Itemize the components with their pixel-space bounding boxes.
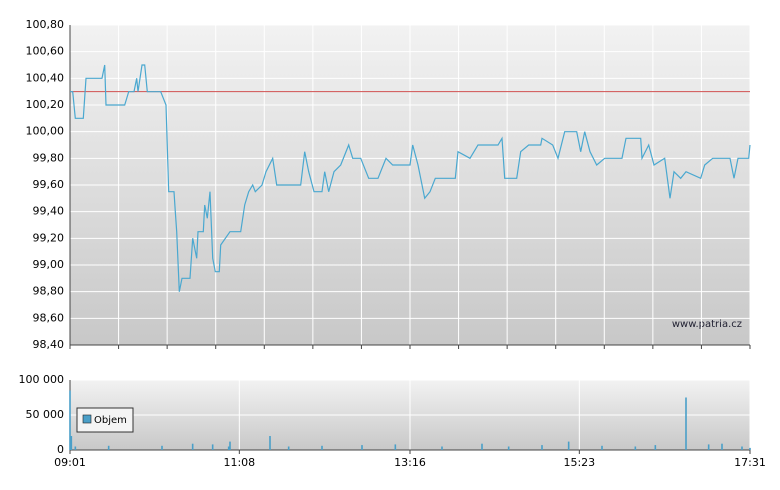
volume-bar xyxy=(441,446,443,450)
y-tick-label: 100 000 xyxy=(19,373,65,386)
y-tick-label: 100,60 xyxy=(26,45,65,58)
volume-bar xyxy=(211,444,214,450)
y-tick-label: 100,20 xyxy=(26,98,65,111)
volume-bar xyxy=(721,443,723,450)
y-tick-label: 100,00 xyxy=(26,125,65,138)
volume-bar xyxy=(567,441,570,450)
volume-bar xyxy=(191,443,194,450)
y-tick-label: 50 000 xyxy=(26,408,65,421)
volume-bar xyxy=(601,445,603,450)
volume-bar xyxy=(74,446,77,450)
volume-bar xyxy=(654,445,657,450)
volume-bar xyxy=(107,445,110,450)
y-tick-label: 0 xyxy=(57,443,64,456)
y-tick-label: 100,40 xyxy=(26,71,65,84)
volume-bar xyxy=(227,446,230,450)
volume-bar xyxy=(685,397,687,450)
volume-bar xyxy=(161,445,163,450)
price-line xyxy=(70,64,751,292)
watermark: www.patria.cz xyxy=(672,319,742,330)
volume-bar xyxy=(361,445,363,450)
volume-bar xyxy=(229,441,231,450)
volume-bar xyxy=(481,443,483,450)
legend-swatch xyxy=(82,414,92,424)
volume-bar xyxy=(741,446,743,450)
volume-bar xyxy=(269,436,271,450)
x-tick-label: 15:23 xyxy=(563,456,595,469)
volume-bar xyxy=(70,436,73,450)
volume-bar xyxy=(541,445,543,450)
x-tick-label: 13:16 xyxy=(394,456,426,469)
y-tick-label: 99,40 xyxy=(33,205,65,218)
volume-bar xyxy=(507,446,510,450)
volume-bar xyxy=(707,444,710,450)
y-tick-label: 99,00 xyxy=(33,258,65,271)
volume-bar xyxy=(749,447,751,450)
y-tick-label: 100,80 xyxy=(26,18,65,31)
y-tick-label: 99,60 xyxy=(33,178,65,191)
y-tick-label: 98,40 xyxy=(33,338,65,351)
x-tick-label: 17:31 xyxy=(734,456,766,469)
y-tick-label: 98,80 xyxy=(33,285,65,298)
volume-bar xyxy=(287,446,290,450)
x-tick-label: 09:01 xyxy=(54,456,86,469)
legend-label: Objem xyxy=(94,415,127,426)
x-tick-label: 11:08 xyxy=(223,456,255,469)
y-tick-label: 99,80 xyxy=(33,151,65,164)
volume-bar xyxy=(394,444,397,450)
volume-bar xyxy=(69,390,71,450)
volume-bar xyxy=(321,445,323,450)
volume-bar xyxy=(634,446,637,450)
y-tick-label: 98,60 xyxy=(33,311,65,324)
y-tick-label: 99,20 xyxy=(33,231,65,244)
